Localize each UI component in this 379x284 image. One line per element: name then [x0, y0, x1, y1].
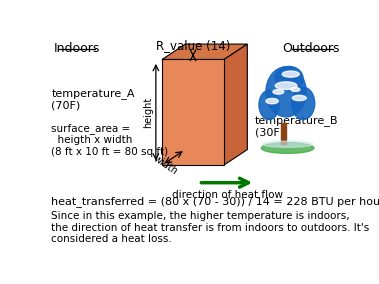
Text: heat_transferred = (80 x (70 - 30)) / 14 = 228 BTU per hour: heat_transferred = (80 x (70 - 30)) / 14… — [51, 196, 379, 207]
Ellipse shape — [292, 95, 306, 101]
Text: Since in this example, the higher temperature is indoors,
the direction of heat : Since in this example, the higher temper… — [51, 211, 370, 244]
Ellipse shape — [275, 66, 303, 91]
Polygon shape — [224, 44, 247, 165]
Text: surface_area =
  heigth x width
(8 ft x 10 ft = 80 sq ft): surface_area = heigth x width (8 ft x 10… — [51, 123, 168, 157]
Text: height: height — [143, 97, 153, 128]
Ellipse shape — [291, 87, 300, 91]
Ellipse shape — [282, 71, 299, 77]
Ellipse shape — [266, 67, 306, 117]
Ellipse shape — [291, 87, 315, 120]
Text: temperature_A
(70F): temperature_A (70F) — [51, 88, 135, 110]
Text: direction of heat flow: direction of heat flow — [172, 190, 283, 201]
Text: Outdoors: Outdoors — [282, 42, 340, 55]
Ellipse shape — [259, 90, 279, 120]
Ellipse shape — [261, 143, 314, 153]
Ellipse shape — [266, 98, 278, 104]
Polygon shape — [162, 44, 247, 59]
Text: width: width — [152, 153, 180, 177]
Polygon shape — [162, 59, 224, 165]
Text: R_value (14): R_value (14) — [156, 39, 230, 52]
Bar — [281, 123, 286, 144]
Text: temperature_B
(30F): temperature_B (30F) — [255, 115, 338, 137]
Ellipse shape — [262, 141, 313, 147]
Text: Indoors: Indoors — [54, 42, 100, 55]
Ellipse shape — [273, 89, 284, 94]
Ellipse shape — [275, 82, 297, 89]
